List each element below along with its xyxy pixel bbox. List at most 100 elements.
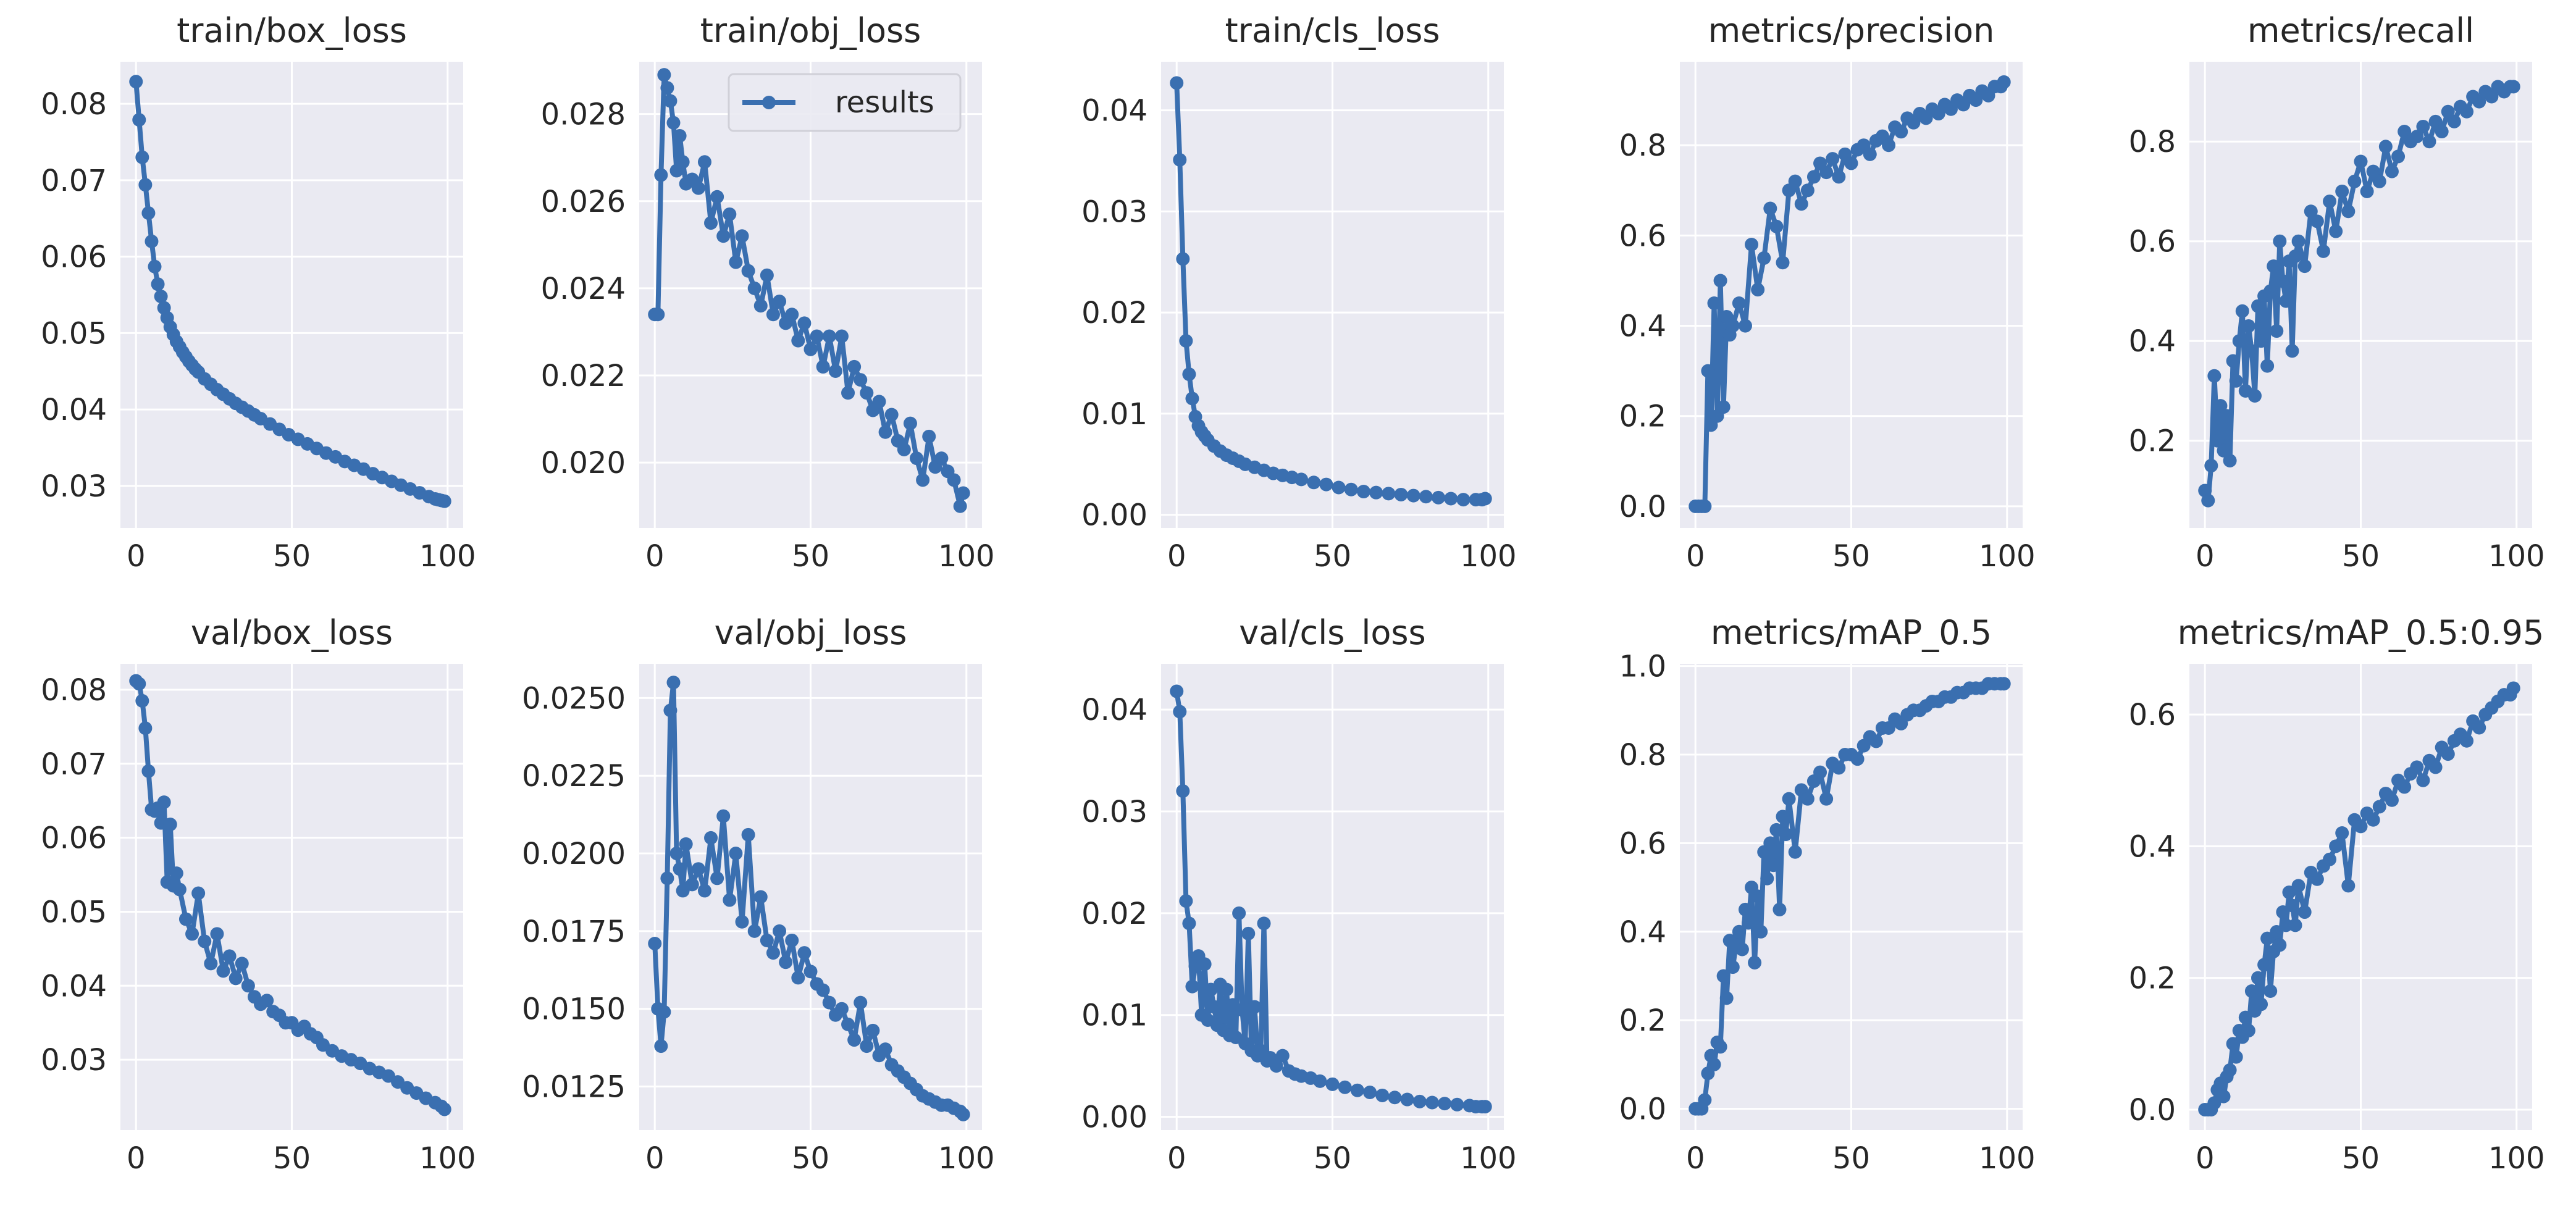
data-point [1832, 170, 1846, 184]
panel-train-obj-loss: train/obj_loss 0 50 100 0.020 0.022 0.024 0.026… [541, 11, 995, 574]
data-point [2335, 184, 2349, 198]
data-point [822, 995, 836, 1010]
data-point [1813, 765, 1827, 779]
data-point [1185, 979, 1199, 994]
y-tick-label: 0.0 [2129, 1093, 2176, 1128]
x-tick-label: 0 [645, 539, 665, 574]
data-point [2435, 125, 2449, 139]
data-point [810, 329, 824, 343]
data-point [1773, 902, 1787, 916]
data-point [2254, 997, 2268, 1011]
data-point [660, 81, 674, 95]
y-tick-label: 0.0150 [522, 992, 626, 1027]
data-point [2366, 164, 2380, 178]
data-point [1388, 1091, 1402, 1105]
data-point [2288, 918, 2302, 932]
data-point [735, 915, 749, 929]
data-point [2241, 1023, 2255, 1037]
data-point [666, 115, 681, 130]
y-tick-label: 0.06 [41, 240, 107, 275]
data-point [2398, 125, 2412, 139]
data-point [779, 955, 793, 969]
y-tick-label: 0.04 [1081, 693, 1147, 727]
data-point [204, 957, 218, 971]
data-point [132, 677, 146, 691]
data-point [2213, 399, 2228, 413]
y-tick-label: 0.08 [41, 87, 107, 122]
data-point [854, 995, 868, 1010]
data-point [198, 934, 212, 948]
data-point [2217, 443, 2231, 458]
data-point [1769, 219, 1784, 233]
data-point [2204, 459, 2218, 473]
data-point [132, 113, 146, 127]
panel-val-cls-loss: val/cls_loss 0 50 100 0.00 0.01 0.02 0.03 0.04 [1081, 613, 1516, 1176]
data-point [654, 1039, 668, 1053]
data-point [866, 1023, 880, 1037]
x-tick-label: 100 [419, 1141, 476, 1176]
legend-label: results [835, 85, 934, 120]
data-point [2422, 135, 2436, 149]
data-point [753, 299, 768, 313]
data-point [2460, 734, 2474, 748]
data-point [2372, 800, 2386, 814]
data-point [1701, 364, 1715, 378]
data-point [1782, 792, 1796, 806]
y-tick-label: 0.2 [1619, 1003, 1666, 1038]
data-point [1275, 1049, 1290, 1063]
y-tick-label: 0.05 [41, 895, 107, 929]
x-tick-label: 50 [792, 1141, 829, 1176]
data-point [2341, 204, 2356, 219]
data-point [1307, 475, 1321, 490]
data-point [910, 451, 924, 466]
x-tick-label: 100 [1460, 1141, 1517, 1176]
data-point [1438, 1097, 1452, 1111]
y-tick-label: 0.08 [41, 673, 107, 708]
data-point [723, 207, 737, 221]
x-tick-label: 100 [1460, 539, 1517, 574]
data-point [1726, 319, 1740, 333]
data-point [2506, 681, 2520, 695]
data-point [872, 395, 886, 409]
data-point [1882, 138, 1896, 153]
x-tick-label: 100 [1979, 1141, 2036, 1176]
x-tick-label: 50 [792, 539, 829, 574]
data-point [1726, 960, 1740, 974]
chart-title: train/box_loss [177, 11, 407, 50]
data-point [2285, 898, 2299, 913]
data-point [1173, 705, 1187, 719]
panel-train-cls-loss: train/cls_loss 0 50 100 0.00 0.01 0.02 0.03 0.04 [1081, 11, 1516, 574]
data-point [673, 128, 687, 143]
data-point [676, 155, 690, 169]
data-point [135, 150, 149, 164]
y-tick-label: 0.0175 [522, 915, 626, 949]
data-point [1478, 492, 1492, 506]
data-point [135, 693, 149, 708]
y-tick-label: 0.022 [541, 359, 626, 393]
data-point [1826, 152, 1840, 166]
data-point [663, 703, 678, 718]
data-point [785, 308, 799, 322]
y-tick-label: 0.024 [541, 272, 626, 306]
x-tick-label: 100 [2488, 539, 2545, 574]
data-point [1788, 174, 1802, 188]
y-tick-label: 0.026 [541, 185, 626, 219]
y-tick-label: 0.020 [541, 446, 626, 480]
data-point [710, 871, 724, 886]
y-tick-label: 0.06 [41, 821, 107, 856]
data-point [1794, 197, 1808, 211]
data-point [1850, 752, 1865, 766]
y-tick-label: 0.2 [2129, 424, 2176, 459]
data-point [2335, 826, 2349, 840]
data-point [884, 408, 899, 422]
panel-metrics-map-0-5: metrics/mAP_0.5 0 50 100 0.0 0.2 0.4 0.6 0.8 1.0 [1619, 613, 2036, 1176]
data-point [2244, 984, 2259, 998]
y-tick-label: 0.04 [41, 969, 107, 1003]
data-point [1254, 1044, 1268, 1058]
data-point [666, 676, 681, 690]
y-tick-label: 0.00 [1081, 498, 1147, 533]
x-tick-label: 100 [1979, 539, 2036, 574]
data-point [1806, 170, 1821, 184]
data-point [2441, 104, 2455, 119]
data-point [2416, 773, 2430, 787]
